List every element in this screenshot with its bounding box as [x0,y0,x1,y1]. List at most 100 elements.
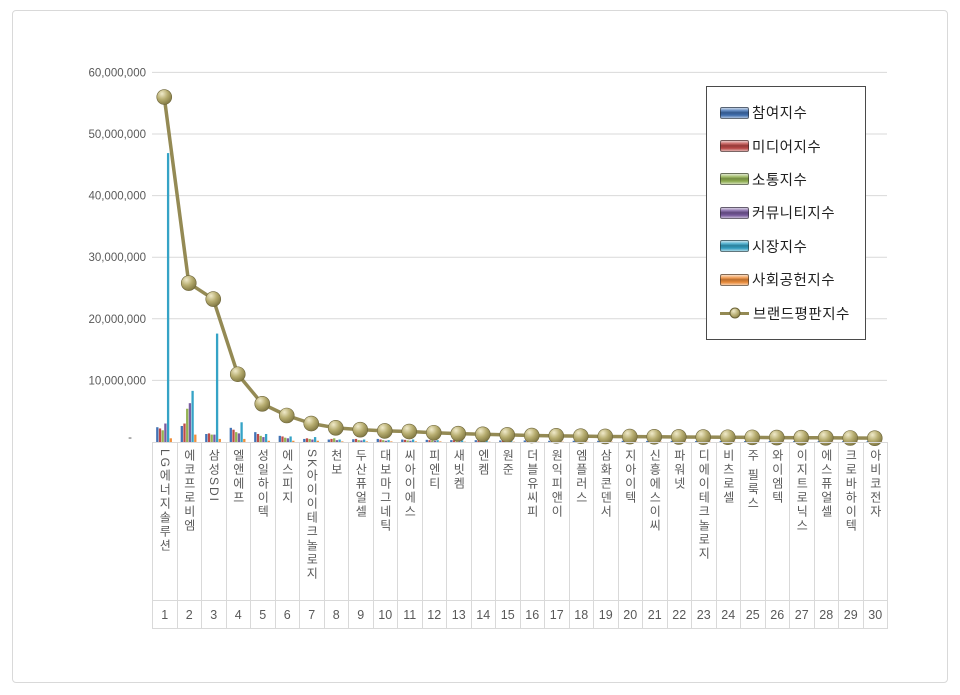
bar [341,441,344,442]
category-label: 이지트로닉스 [794,449,809,533]
bar [425,439,428,442]
bar-group [303,437,319,442]
category-label: 디에이테크놀로지 [696,449,711,561]
reputation-marker [793,429,810,446]
series-swatch-icon [720,106,749,119]
reputation-marker [254,396,271,412]
category-cell: 피엔티 [421,443,447,601]
bar [188,403,192,442]
bar [411,439,415,442]
legend-label: 커뮤니티지수 [752,206,836,223]
category-cell: 엠플러스 [568,443,594,601]
rank-label: 26 [764,601,790,628]
rank-label: 14 [470,601,496,628]
reputation-marker [156,89,173,105]
bar [292,440,295,442]
bar [235,432,238,442]
category-cell: 성일하이텍 [250,443,275,601]
bar [213,434,216,442]
rank-label: 1 [152,601,177,628]
category-label: 두산퓨얼셀 [353,449,368,519]
y-tick-label: 20,000,000 [88,314,146,326]
reputation-marker [842,430,859,446]
category-labels-row: LG에너지솔루션 에코프로비엠 삼성SDI 엘앤에프 성일하이텍 에스피지 SK아이이테크놀… [152,442,888,601]
bar [194,434,197,442]
series-swatch-icon [720,206,749,219]
reputation-marker [719,429,736,446]
bar [278,435,281,442]
bar [229,427,232,442]
bar-group [205,333,221,442]
bar [338,439,341,442]
reputation-marker [303,415,320,432]
rank-label: 13 [446,601,471,628]
category-cell: 두산퓨얼셀 [348,443,373,601]
rank-label: 27 [789,601,814,628]
bar [264,433,268,442]
reputation-marker [352,421,369,438]
reputation-marker [768,429,785,446]
category-cell: SK아이이테크놀로지 [299,443,324,601]
rank-label: 15 [495,601,520,628]
category-cell: 원익피앤이 [544,443,569,601]
category-cell: 비츠로셀 [715,443,741,601]
bar [768,441,771,442]
bar [215,333,219,442]
bar [330,438,333,442]
bar [308,438,311,442]
category-label: 신흥에스이씨 [647,449,662,533]
legend-item: 참여지수 [720,96,861,129]
bar [158,428,162,442]
reputation-marker [327,420,344,436]
category-label: 원익피앤이 [549,449,564,519]
category-label: 엘앤에프 [231,449,246,505]
bar [428,440,431,442]
legend-item: 브랜드평판지수 [720,296,861,329]
category-label: 에스피지 [280,449,295,505]
bar [458,441,461,442]
legend-label: 시장지수 [752,239,808,256]
rank-label: 5 [250,601,275,628]
bar [305,438,309,442]
bar [695,440,698,442]
bar-group [229,422,246,442]
rank-label: 12 [421,601,447,628]
reputation-marker [474,426,491,443]
bar [450,440,453,442]
rank-label: 28 [813,601,839,628]
rank-label: 29 [838,601,863,628]
y-tick-label: 40,000,000 [88,191,146,203]
category-label: 엔켐 [476,449,491,477]
bar [243,438,246,442]
bar [205,433,208,442]
bar [256,433,260,442]
bar [186,408,189,442]
category-label: 지아이텍 [623,449,638,505]
bar [646,440,649,442]
legend-item: 소통지수 [720,163,861,196]
rank-numbers-row: 1 2 3 4 5 6 7 8 9 10 11 12 13 14 15 16 17 18 19 20 21 22 23 24 2… [152,600,888,629]
bar [817,441,820,442]
rank-label: 25 [740,601,765,628]
y-tick-label: 50,000,000 [88,129,146,141]
bar [793,441,796,442]
rank-label: 24 [715,601,741,628]
category-label: 더블유씨피 [525,449,540,519]
bar [284,437,287,442]
reputation-marker [205,291,222,307]
category-cell: 천보 [323,443,349,601]
reputation-marker [744,429,761,446]
bar [477,440,480,442]
category-label: 원준 [500,449,515,477]
bar [191,390,194,442]
bar [254,432,257,442]
legend-label: 브랜드평판지수 [753,306,850,323]
bar [452,440,456,442]
reputation-marker [670,429,687,445]
category-cell: 엔켐 [470,443,496,601]
reputation-marker [621,428,638,445]
y-tick-label: 10,000,000 [88,375,146,387]
reputation-marker [597,428,614,445]
category-label: 아비코전자 [868,449,883,519]
